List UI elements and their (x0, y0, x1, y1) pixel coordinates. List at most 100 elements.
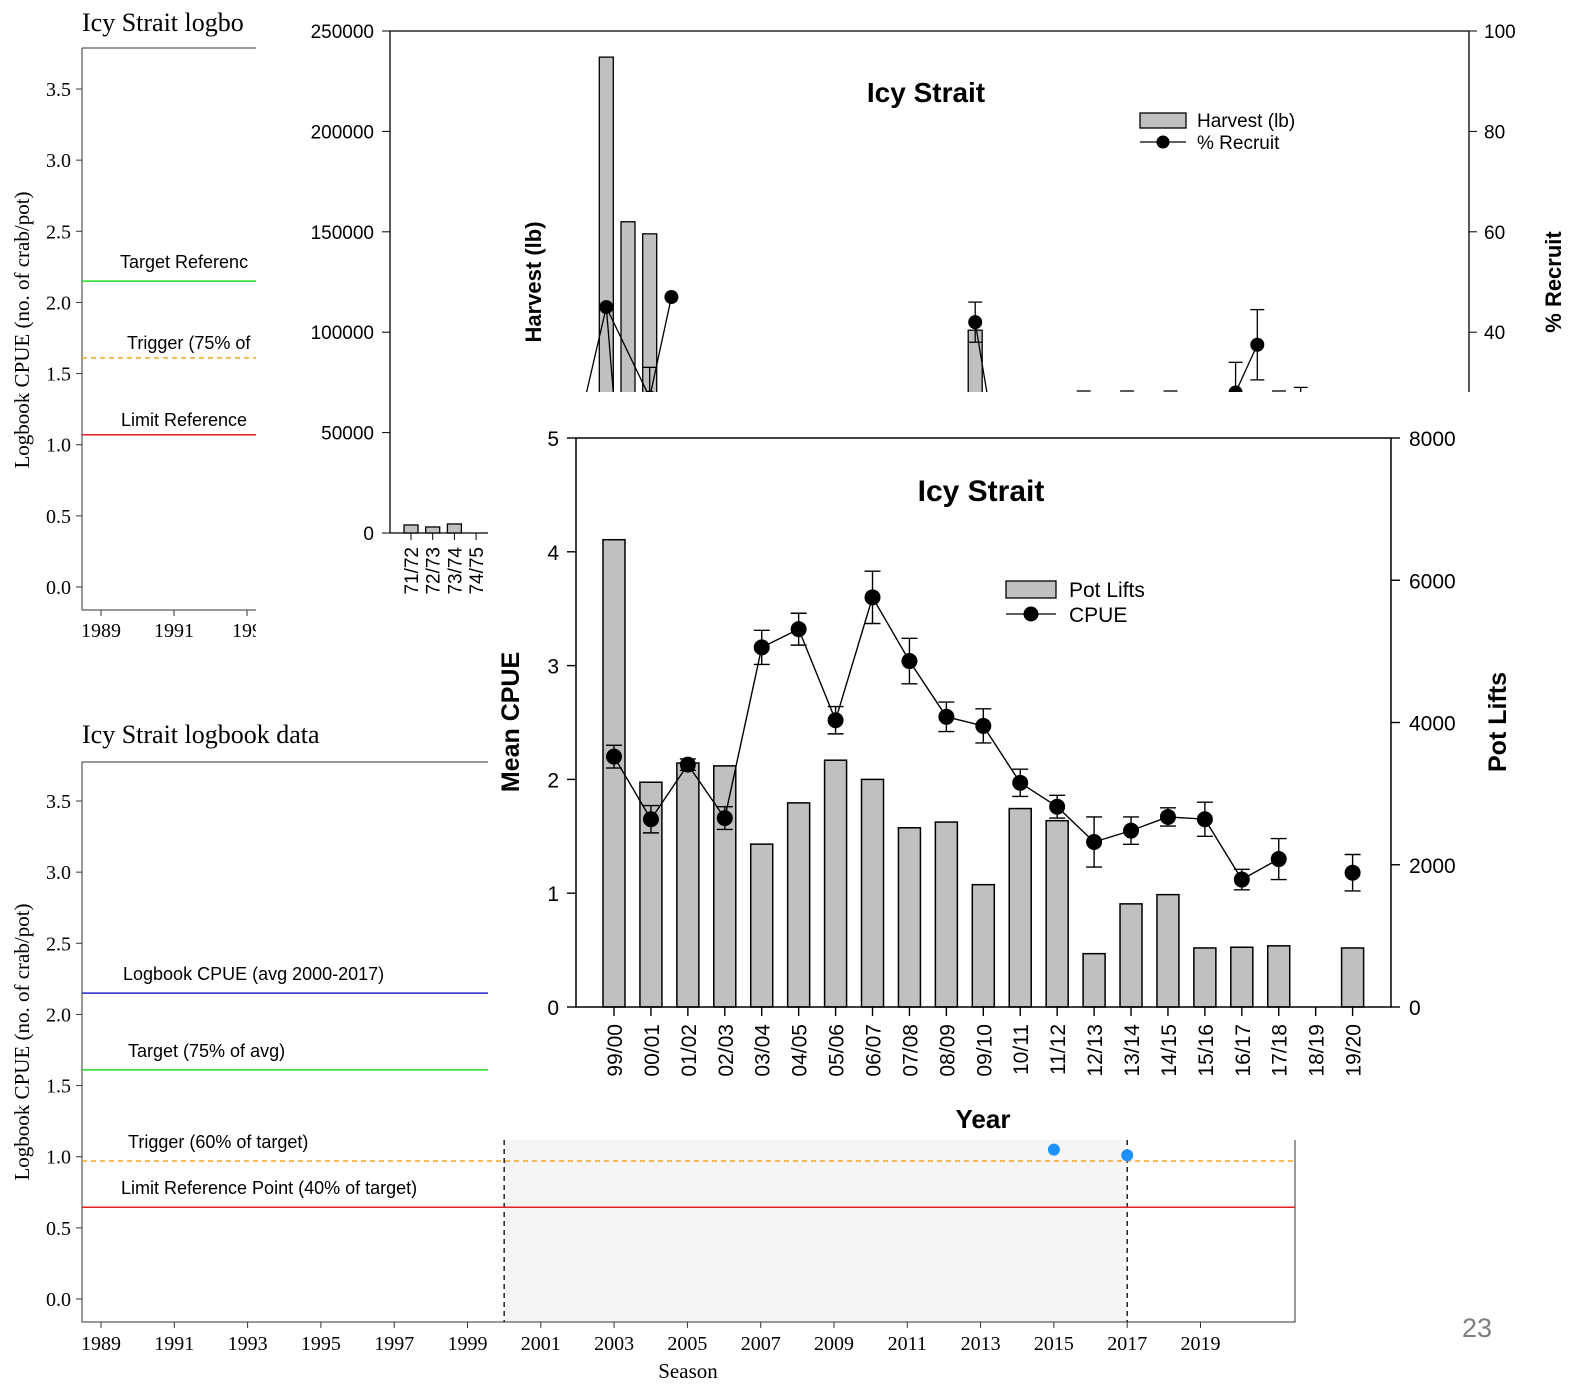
x-tick-label: 2011 (888, 1333, 927, 1355)
x-tick-label: 12/13 (1084, 1024, 1107, 1077)
x-tick-label: 01/02 (678, 1024, 701, 1077)
y-axis-right-label: % Recruit (1541, 231, 1566, 333)
y-tick-label-right: 2000 (1409, 855, 1456, 878)
legend-swatch-harvest (1139, 112, 1187, 129)
y-tick-label-right: 8000 (1409, 428, 1456, 451)
harvest-bar (403, 524, 419, 534)
pot-lifts-bar (823, 759, 848, 1008)
x-tick-label: 2001 (521, 1333, 561, 1355)
y-tick-label: 2.0 (46, 292, 71, 314)
y-tick-label: 0.0 (46, 577, 71, 599)
x-tick-label: 2005 (667, 1333, 707, 1355)
cpue-point (1159, 808, 1176, 825)
x-tick-label: 72/73 (424, 547, 445, 595)
x-tick-label: 1995 (301, 1333, 341, 1355)
chart-title: Icy Strait logbook data (82, 720, 320, 749)
legend-label-recruit: % Recruit (1197, 133, 1280, 154)
x-tick-label: 17/18 (1269, 1024, 1292, 1077)
y-tick-label-left: 4 (547, 542, 559, 565)
y-tick-label: 2.5 (46, 221, 71, 243)
cpue-point (1012, 774, 1029, 791)
cpue-point (679, 756, 696, 773)
y-tick-label: 0.5 (46, 506, 71, 528)
cpue-point (1123, 822, 1140, 839)
cpue-point (827, 712, 844, 729)
pot-lifts-bar (1266, 945, 1291, 1008)
harvest-bar (446, 523, 463, 534)
y-tick-label-left: 150000 (311, 223, 374, 244)
y-tick-label-left: 2 (547, 769, 559, 792)
y-tick-label: 1.0 (46, 1147, 71, 1169)
y-tick-label-left: 0 (547, 997, 559, 1020)
pot-lifts-bar (676, 762, 700, 1008)
cpue-point (642, 811, 659, 828)
cpue-svg: Icy Strait 0 1 2 3 4 5 0 2000 4000 6000 8000 99/00 0… (497, 428, 1512, 1134)
x-tick-label: 2003 (594, 1333, 634, 1355)
cpue-line-segment (724, 647, 763, 819)
x-tick-label: 11/12 (1047, 1024, 1070, 1075)
reference-line-label: Target Referenc (120, 252, 248, 272)
cpue-line-segment (613, 756, 652, 820)
pot-lifts-bar (786, 802, 811, 1008)
legend: Pot Lifts CPUE (1005, 579, 1145, 627)
cpue-line-segment (982, 725, 1021, 784)
x-tick-label: 73/74 (445, 547, 466, 595)
cpue-point (1049, 798, 1066, 815)
x-tick-label: 2009 (814, 1333, 854, 1355)
x-tick-label: 00/01 (641, 1024, 664, 1077)
pot-lifts-bar (897, 827, 922, 1008)
x-axis-label: Year (956, 1104, 1011, 1134)
pot-lifts-bar (1082, 952, 1106, 1008)
reference-line-label: Target (75% of avg) (128, 1041, 285, 1061)
y-tick-label-right: 60 (1484, 223, 1505, 244)
chart-title: Icy Strait (918, 475, 1045, 508)
cpue-point (716, 810, 733, 827)
legend-label-pot-lifts: Pot Lifts (1069, 579, 1145, 602)
pot-lifts-bar (1156, 893, 1180, 1008)
x-tick-label: 199 (232, 620, 256, 642)
reference-line-label: Trigger (60% of target) (128, 1132, 308, 1152)
y-tick-label-left: 250000 (311, 22, 374, 43)
x-tick-label: 03/04 (752, 1024, 775, 1077)
y-axis-left-label: Mean CPUE (497, 652, 525, 792)
cpue-chart: Icy Strait 0 1 2 3 4 5 0 2000 4000 6000 8000 99/00 0… (488, 392, 1575, 1140)
x-tick-label: 14/15 (1158, 1024, 1181, 1077)
x-tick-label: 2013 (961, 1333, 1001, 1355)
cpue-point (753, 639, 770, 656)
pot-lifts-bar (1008, 807, 1032, 1008)
x-tick-label: 2019 (1181, 1333, 1221, 1355)
reference-line-label: Limit Reference (121, 410, 247, 430)
legend: Harvest (lb) % Recruit (1139, 111, 1295, 154)
x-tick-label: 71/72 (402, 547, 423, 595)
cpue-line-segment (1204, 818, 1243, 880)
x-tick-label: 2017 (1107, 1333, 1147, 1355)
cpue-point (1344, 864, 1361, 881)
reference-line-label: Logbook CPUE (avg 2000-2017) (123, 964, 384, 984)
pot-lifts-bar (1230, 946, 1254, 1008)
x-tick-label: 1997 (374, 1333, 414, 1355)
legend-marker-cpue (1023, 606, 1039, 622)
x-tick-label: 1989 (81, 1333, 121, 1355)
x-tick-label: 07/08 (899, 1024, 922, 1077)
pot-lifts-bar (934, 821, 959, 1008)
y-tick-label-left: 1 (547, 883, 559, 906)
logbook-chart-top: Icy Strait logbo 0.0 0.5 1.0 1.5 2.0 2.5 3.0 3.… (0, 0, 256, 650)
x-tick-label: 08/09 (936, 1024, 959, 1077)
chart-title: Icy Strait (867, 77, 985, 108)
reference-line-label: Limit Reference Point (40% of target) (121, 1178, 417, 1198)
x-tick-label: 04/05 (789, 1024, 812, 1077)
recruit-line-segment (649, 296, 673, 398)
cpue-line-segment (650, 764, 689, 820)
x-tick-label: 1991 (154, 620, 194, 642)
x-tick-label: 13/14 (1121, 1024, 1144, 1077)
y-tick-label-right: 40 (1484, 323, 1505, 344)
pot-lifts-bar (713, 765, 737, 1008)
x-tick-label: 99/00 (604, 1024, 627, 1077)
y-axis-label: Logbook CPUE (no. of crab/pot) (10, 903, 34, 1180)
legend-label-cpue: CPUE (1069, 604, 1127, 627)
y-tick-label: 3.0 (46, 862, 71, 884)
recruit-point (599, 300, 614, 315)
x-tick-label: 2007 (741, 1333, 781, 1355)
x-tick-label: 1989 (81, 620, 121, 642)
cpue-line-segment (908, 660, 947, 718)
